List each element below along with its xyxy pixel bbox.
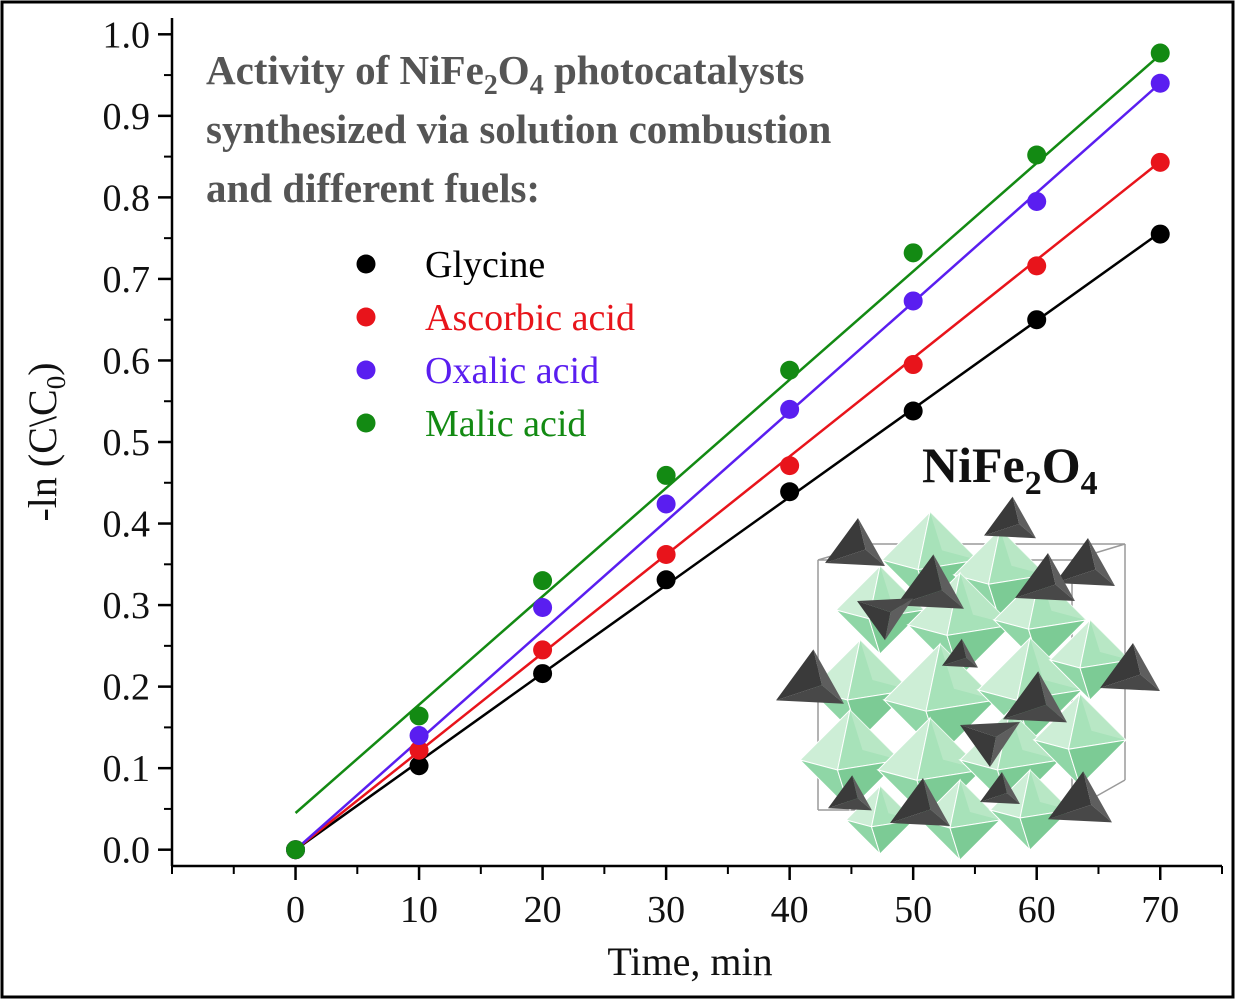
legend-label: Oxalic acid <box>425 350 599 392</box>
fit-line-malic-acid <box>294 53 1162 814</box>
tetrahedron <box>980 772 1020 804</box>
tetrahedron <box>984 496 1036 539</box>
tetrahedron <box>942 638 978 668</box>
data-point-glycine <box>1027 310 1047 330</box>
octahedron <box>1048 618 1132 701</box>
title-line-3: and different fuels: <box>206 165 540 211</box>
y-tick-label: 0.8 <box>103 177 151 219</box>
y-tick-label: 0.7 <box>103 259 151 301</box>
tetrahedron <box>828 775 872 811</box>
title-line-2: synthesized via solution combustion <box>206 106 832 152</box>
data-point-glycine <box>533 664 553 684</box>
fit-line-ascorbic-acid <box>294 160 1162 851</box>
tetrahedron <box>890 778 950 826</box>
tetrahedron <box>1003 671 1067 723</box>
data-point-oxalic-acid <box>409 726 429 746</box>
x-tick-label: 70 <box>1141 889 1179 931</box>
tetrahedron <box>857 598 913 641</box>
data-point-ascorbic-acid <box>656 545 676 565</box>
y-tick-label: 0.9 <box>103 96 151 138</box>
x-tick-label: 20 <box>524 889 562 931</box>
tetrahedron <box>1015 553 1075 601</box>
x-ticks: 0 10 20 30 40 50 60 70 <box>171 866 1223 931</box>
octahedron <box>808 638 912 741</box>
fit-line-glycine <box>294 231 1161 851</box>
data-point-glycine <box>1150 224 1170 244</box>
data-point-ascorbic-acid <box>533 640 553 660</box>
legend-label: Ascorbic acid <box>425 297 635 339</box>
legend-marker <box>356 413 376 433</box>
tetrahedra-group <box>776 496 1160 826</box>
data-point-oxalic-acid <box>533 598 553 618</box>
data-point-ascorbic-acid <box>903 355 923 375</box>
y-tick-label: 0.3 <box>103 585 151 627</box>
inset-formula-label: NiFe2O4 <box>922 437 1098 502</box>
data-point-glycine <box>780 482 800 502</box>
data-point-malic-acid <box>780 360 800 380</box>
tetrahedron <box>825 518 885 566</box>
data-point-ascorbic-acid <box>1150 152 1170 172</box>
data-point-malic-acid <box>286 840 306 860</box>
data-point-malic-acid <box>1027 145 1047 165</box>
data-point-oxalic-acid <box>903 291 923 311</box>
chart-title: Activity of NiFe2O4 photocatalysts synth… <box>206 47 832 211</box>
tetrahedron <box>1100 643 1160 691</box>
data-point-malic-acid <box>409 706 429 726</box>
legend-marker <box>356 254 376 274</box>
title-line-1: Activity of NiFe2O4 photocatalysts <box>206 47 805 101</box>
data-point-oxalic-acid <box>1150 73 1170 93</box>
legend-marker <box>356 360 376 380</box>
y-tick-label: 0.5 <box>103 422 151 464</box>
data-point-ascorbic-acid <box>409 740 429 760</box>
x-tick-label: 30 <box>647 889 685 931</box>
data-point-malic-acid <box>533 571 553 591</box>
y-tick-label: 0.4 <box>103 504 151 546</box>
y-tick-label: 0.1 <box>103 748 151 790</box>
x-axis-label: Time, min <box>607 939 772 984</box>
fit-lines <box>294 53 1162 851</box>
y-ticks: 0.0 0.1 0.2 0.3 0.4 0.5 0.6 0.7 0.8 0.9 1.0 <box>103 14 172 872</box>
tetrahedron <box>896 554 964 609</box>
fit-line-oxalic-acid <box>294 82 1162 851</box>
tetrahedron <box>1055 538 1115 586</box>
x-tick-label: 0 <box>286 889 305 931</box>
y-tick-label: 0.2 <box>103 667 151 709</box>
x-tick-label: 50 <box>894 889 932 931</box>
plot-axes: 0.0 0.1 0.2 0.3 0.4 0.5 0.6 0.7 0.8 0.9 1.0 0 10 20 3… <box>103 14 1223 931</box>
data-point-glycine <box>409 756 429 776</box>
data-point-oxalic-acid <box>656 494 676 514</box>
data-point-ascorbic-acid <box>1027 256 1047 276</box>
y-axis-label: -ln (C\C0) <box>20 362 71 521</box>
legend-label: Glycine <box>425 244 545 286</box>
x-tick-label: 40 <box>771 889 809 931</box>
octahedron <box>988 768 1072 851</box>
data-point-oxalic-acid <box>780 399 800 419</box>
x-tick-label: 10 <box>400 889 438 931</box>
crystal-structure-inset: NiFe2O4 <box>776 437 1160 861</box>
legend-label: Malic acid <box>425 403 586 445</box>
x-tick-label: 60 <box>1018 889 1056 931</box>
tetrahedron <box>960 722 1020 767</box>
y-tick-label: 0.6 <box>103 340 151 382</box>
legend-marker <box>356 307 376 327</box>
tetrahedron <box>776 649 844 704</box>
data-points <box>286 43 1170 860</box>
data-point-malic-acid <box>1150 43 1170 63</box>
data-point-glycine <box>656 570 676 590</box>
legend: Glycine Ascorbic acid Oxalic acid Malic aci… <box>356 244 635 445</box>
data-point-ascorbic-acid <box>780 456 800 476</box>
data-point-oxalic-acid <box>1027 191 1047 211</box>
data-point-malic-acid <box>903 243 923 263</box>
y-tick-label: 1.0 <box>103 14 151 56</box>
tetrahedron <box>1048 771 1112 823</box>
data-point-glycine <box>903 401 923 421</box>
data-point-malic-acid <box>656 465 676 485</box>
y-tick-label: 0.0 <box>103 830 151 872</box>
